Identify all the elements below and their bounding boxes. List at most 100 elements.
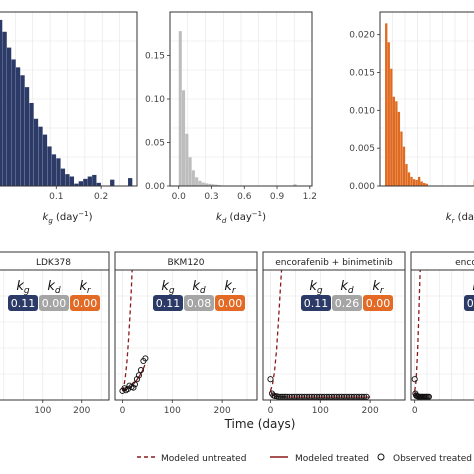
- histogram-bar-4: [15, 67, 21, 186]
- observed-point-5: [275, 393, 282, 400]
- badge-box-1: [39, 295, 69, 311]
- badge-symbol-1: kd: [47, 279, 61, 296]
- x-tick-label-0: 0.0: [172, 192, 187, 202]
- badge-symbol-2: kr: [224, 279, 237, 296]
- x-tick-label-1: 0.2: [94, 192, 108, 202]
- observed-point-9: [135, 372, 142, 379]
- observed-point-40: [361, 393, 368, 400]
- histogram-bar-16: [425, 183, 428, 186]
- histogram-bar-14: [420, 181, 423, 186]
- x-axis-label: kd (day−1): [216, 210, 266, 225]
- histogram-bar-17: [74, 183, 79, 186]
- x-tick-label-2: 200: [362, 406, 379, 416]
- facet-title: encorafenib + binimetinib: [275, 258, 393, 268]
- plot-background: [263, 270, 405, 400]
- histogram-bar-7: [402, 146, 406, 186]
- plot-border: [379, 11, 474, 187]
- badge-symbol-2: kr: [79, 279, 92, 296]
- observed-point-0: [267, 376, 274, 383]
- legend-label-observed: Observed treated: [393, 454, 472, 464]
- histogram-bar-3: [11, 59, 16, 186]
- x-axis-label-part-0: k: [446, 212, 453, 223]
- x-axis-label-part-1: r: [452, 217, 456, 225]
- histogram-bar-13: [293, 184, 297, 186]
- y-tick-label-0: 0.000: [349, 182, 375, 192]
- x-tick-label-2: 200: [214, 406, 231, 416]
- badge-symbol-main: k: [47, 279, 55, 294]
- x-axis-label-part-1: d: [222, 217, 227, 225]
- x-tick-label-0: 0: [120, 406, 126, 416]
- histogram-bar-10: [42, 134, 48, 186]
- badge-symbol-main: k: [372, 279, 380, 294]
- observed-point-0: [411, 376, 418, 383]
- plot-border: [0, 269, 110, 401]
- y-tick-label-3: 0.15: [145, 52, 165, 62]
- histogram-bar-5: [20, 75, 25, 186]
- histogram-bar-10: [211, 184, 215, 186]
- histogram-bar-5: [195, 177, 199, 186]
- badge-value-0: 0.11: [467, 297, 474, 310]
- badge-value-2: 0.00: [366, 297, 391, 310]
- badge-symbol-sub: d: [348, 286, 354, 296]
- histogram-bar-10: [410, 176, 413, 186]
- observed-point-14: [425, 393, 432, 400]
- badge-symbol-0: kg: [472, 279, 474, 296]
- histogram-bar-13: [417, 176, 421, 186]
- x-tick-label-0: 0.1: [49, 192, 63, 202]
- figure-layer: 0.1 0.2kg (day−1)0.0 0.3 0.6 0.9 1.20.000.050…: [0, 11, 474, 416]
- facet-panel-3: enco kg0.11 0: [410, 251, 474, 416]
- x-axis-label-part-0: k: [43, 212, 50, 223]
- badge-value-1: 0.26: [335, 297, 360, 310]
- observed-point-1: [121, 385, 128, 392]
- y-tick-label-4: 0.020: [349, 31, 375, 41]
- facet-title: LDK378: [36, 258, 71, 268]
- histogram-bar-0: [0, 19, 3, 187]
- histogram-bar-22: [96, 182, 101, 186]
- plot-border: [410, 269, 474, 401]
- badge-symbol-1: kd: [192, 279, 206, 296]
- badge-box-2: [70, 295, 100, 311]
- x-axis-label-part-4: ): [262, 212, 266, 223]
- observed-point-8: [281, 393, 288, 400]
- histogram-bar-19: [83, 178, 88, 186]
- legend-label-untreated: Modeled untreated: [161, 454, 246, 464]
- histogram-bar-11: [214, 184, 218, 186]
- facet-title: enco: [455, 258, 474, 268]
- observed-point-10: [137, 367, 144, 374]
- x-axis-label-part-3: −1: [252, 210, 262, 218]
- observed-point-3: [124, 385, 132, 393]
- badge-symbol-main: k: [79, 279, 87, 294]
- histogram-bar-20: [87, 176, 92, 186]
- x-axis-label-part-1: g: [48, 217, 53, 225]
- badge-symbol-0: kg: [309, 279, 323, 296]
- badge-box-0: [301, 295, 331, 311]
- facet-series: [411, 270, 432, 400]
- badge-value-2: 0.00: [218, 297, 243, 310]
- histogram-bar-3: [188, 157, 192, 186]
- badge-symbol-sub: d: [55, 286, 61, 296]
- plot-border: [262, 269, 406, 401]
- x-tick-label-0: 0: [412, 406, 418, 416]
- histogram-bar-1: [182, 90, 186, 186]
- badge-box-1: [184, 295, 214, 311]
- histogram-bar-14: [60, 168, 66, 186]
- y-tick-label-1: 0.005: [349, 144, 375, 154]
- facet-title: BKM120: [167, 258, 204, 268]
- badge-value-0: 0.11: [156, 297, 181, 310]
- badge-box-0: [153, 295, 183, 311]
- histogram-bar-3: [392, 96, 395, 186]
- x-axis-label: kg (day−1): [43, 210, 93, 225]
- badge-symbol-sub: g: [317, 286, 323, 296]
- badge-symbol-sub: r: [380, 286, 385, 296]
- shared-x-axis-label: Time (days): [224, 417, 296, 431]
- histogram-bar-7: [29, 102, 34, 186]
- badge-symbol-sub: d: [200, 286, 206, 296]
- histogram-panel-kr: 0.000 0.005 0.010 0.015 0.020 kr (day−1): [349, 11, 474, 225]
- y-tick-label-2: 0.10: [145, 95, 165, 105]
- badge-box-2: [215, 295, 245, 311]
- histogram-bar-4: [395, 101, 398, 186]
- histogram-panel-kd: 0.0 0.3 0.6 0.9 1.2 0.00 0.05 0.10 0.15 kd (day−1…: [145, 11, 317, 225]
- y-tick-label-1: 0.05: [145, 139, 165, 149]
- badge-symbol-main: k: [16, 279, 24, 294]
